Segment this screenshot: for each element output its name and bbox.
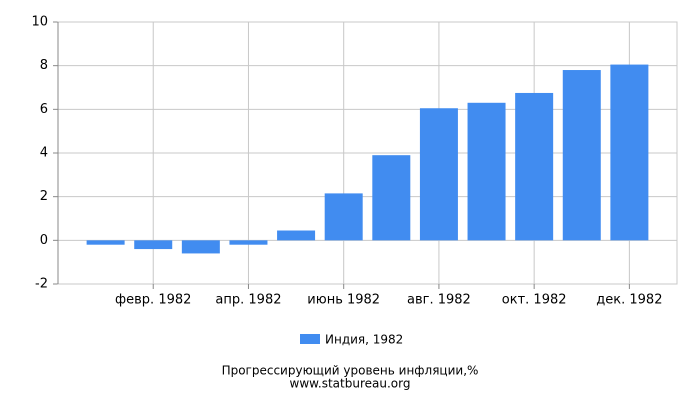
- y-tick-label: -2: [35, 277, 48, 292]
- bar: [372, 155, 411, 241]
- source: www.statbureau.org: [290, 377, 411, 391]
- x-tick-label: февр. 1982: [115, 293, 191, 308]
- x-tick-label: окт. 1982: [502, 293, 567, 308]
- bar: [515, 92, 554, 241]
- legend-swatch: [300, 334, 320, 344]
- bar: [610, 64, 649, 241]
- bar: [181, 240, 220, 254]
- bar: [277, 230, 316, 241]
- x-tick-label: дек. 1982: [596, 293, 662, 308]
- y-tick-label: 0: [40, 233, 48, 248]
- bar: [86, 240, 125, 245]
- y-tick-label: 10: [31, 15, 48, 30]
- y-tick-label: 4: [40, 146, 48, 161]
- chart-title: Прогрессирующий уровень инфляции,%: [222, 364, 479, 378]
- legend-label: Индия, 1982: [325, 333, 403, 347]
- bars: [86, 64, 649, 254]
- bar: [229, 240, 268, 245]
- bar: [562, 70, 601, 241]
- x-tick-label: апр. 1982: [215, 293, 281, 308]
- bar: [467, 102, 506, 241]
- bar: [419, 108, 458, 241]
- y-tick-label: 2: [40, 189, 48, 204]
- bar: [324, 193, 363, 241]
- x-tick-label: авг. 1982: [407, 293, 471, 308]
- y-tick-label: 6: [40, 102, 48, 117]
- y-tick-label: 8: [40, 58, 48, 73]
- bar: [134, 240, 173, 250]
- x-tick-label: июнь 1982: [307, 293, 380, 308]
